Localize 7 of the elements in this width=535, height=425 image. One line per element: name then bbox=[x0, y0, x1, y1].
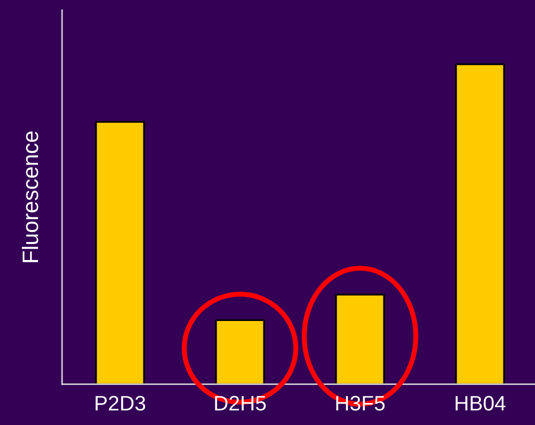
y-axis-title: Fluorescence bbox=[22, 131, 38, 262]
bar bbox=[455, 63, 505, 384]
bar bbox=[335, 294, 385, 384]
bar bbox=[95, 121, 145, 384]
bar bbox=[215, 319, 265, 384]
x-tick-label: P2D3 bbox=[96, 396, 146, 411]
x-tick-label: HB04 bbox=[456, 396, 506, 411]
